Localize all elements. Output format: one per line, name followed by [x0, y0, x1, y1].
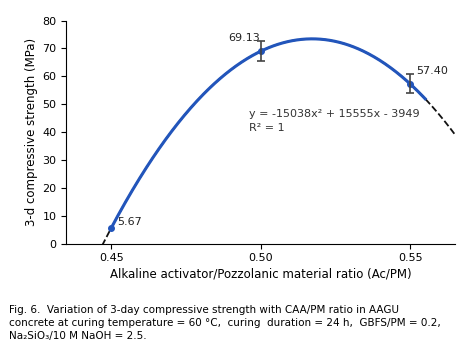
Text: Fig. 6.  Variation of 3-day compressive strength with CAA/PM ratio in AAGU
concr: Fig. 6. Variation of 3-day compressive s… [9, 305, 441, 341]
Text: y = -15038x² + 15555x - 3949
R² = 1: y = -15038x² + 15555x - 3949 R² = 1 [249, 108, 419, 133]
X-axis label: Alkaline activator/Pozzolanic material ratio (Ac/PM): Alkaline activator/Pozzolanic material r… [110, 268, 411, 281]
Y-axis label: 3-d compressive strength (MPa): 3-d compressive strength (MPa) [25, 38, 38, 226]
Text: 57.40: 57.40 [416, 66, 448, 75]
Text: 5.67: 5.67 [117, 217, 142, 227]
Text: 69.13: 69.13 [228, 34, 260, 44]
